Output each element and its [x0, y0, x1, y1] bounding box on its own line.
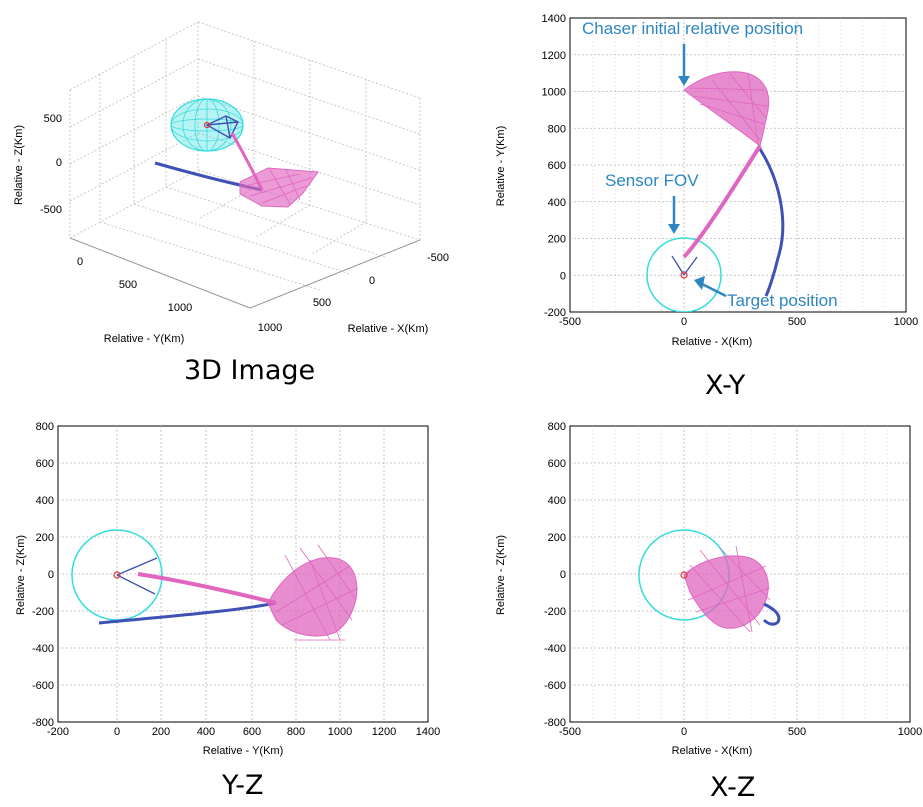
y-tick-label: 800: [36, 421, 54, 433]
y-tick-label: -200: [544, 307, 566, 319]
z-tick-label-3d: -500: [40, 204, 62, 216]
y-tick-label: -600: [32, 680, 54, 692]
y-tick-label-3d: 0: [77, 256, 83, 268]
z-tick-label-3d: 500: [44, 113, 62, 125]
y-tick-label: -800: [32, 717, 54, 729]
x-tick-label: 0: [114, 726, 120, 738]
x-tick-label: 200: [152, 726, 170, 738]
y-tick-label: 1400: [542, 13, 566, 25]
z-tick-label-3d: 0: [56, 157, 62, 169]
x-tick-label-3d: 0: [369, 275, 375, 287]
y-tick-label: 0: [48, 569, 54, 581]
annotation-chaser-text: Chaser initial relative position: [582, 19, 803, 38]
x-tick-label: 800: [287, 726, 305, 738]
y-tick-label: -200: [32, 606, 54, 618]
y-tick-label: 600: [548, 160, 566, 172]
y-tick-label: 400: [36, 495, 54, 507]
y-tick-label: 400: [548, 495, 566, 507]
y-tick-label: 600: [548, 458, 566, 470]
y-tick-label: 200: [548, 234, 566, 246]
annotation-target-text: Target position: [727, 291, 838, 310]
x-tick-label: 1000: [894, 316, 918, 328]
y-tick-label-3d: 1000: [168, 302, 192, 314]
panel-xy: -500 0 500 1000 1400 1200 1000 800 600 400 200 0 -20…: [495, 13, 918, 348]
y-tick-label: -400: [32, 643, 54, 655]
y-tick-label: 400: [548, 197, 566, 209]
x-tick-label: 0: [681, 726, 687, 738]
annotation-sensor-text: Sensor FOV: [605, 171, 699, 190]
panel-3d: 500 0 -500 0 500 1000 -500 0 500 1000 Re…: [13, 22, 449, 345]
x-tick-label: 400: [197, 726, 215, 738]
caption-xz: X-Z: [710, 772, 755, 803]
y-tick-label: 200: [36, 532, 54, 544]
x-axis-label-3d: Relative - X(Km): [348, 323, 429, 335]
y-axis-label-yz: Relative - Z(Km): [15, 535, 27, 615]
panel-yz: -200 0 200 400 600 800 1000 1200 1400 800 600 400 20…: [15, 421, 440, 757]
x-tick-label: 1400: [416, 726, 440, 738]
caption-3d: 3D Image: [184, 355, 315, 386]
x-tick-label-3d: -500: [427, 252, 449, 264]
y-tick-label: -600: [544, 680, 566, 692]
y-tick-label: 0: [560, 569, 566, 581]
x-axis-label-xy: Relative - X(Km): [672, 336, 753, 348]
x-tick-label: 1000: [328, 726, 352, 738]
box-3d-front-edges: [70, 238, 420, 308]
x-tick-label: 1000: [898, 726, 922, 738]
y-tick-label: 0: [560, 270, 566, 282]
x-tick-label-3d: 1000: [258, 322, 282, 334]
y-tick-label-3d: 500: [119, 279, 137, 291]
x-tick-label: 600: [243, 726, 261, 738]
x-tick-label: 500: [788, 726, 806, 738]
y-tick-label: -400: [544, 643, 566, 655]
y-tick-label: 600: [36, 458, 54, 470]
x-tick-label-3d: 500: [313, 297, 331, 309]
panel-xz: -500 0 500 1000 800 600 400 200 0 -200 -400 -600 -80…: [495, 421, 922, 757]
y-axis-label-xy: Relative - Y(Km): [495, 126, 507, 206]
y-tick-label: 1200: [542, 50, 566, 62]
y-tick-label: 800: [548, 421, 566, 433]
x-tick-label: 0: [681, 316, 687, 328]
x-axis-label-yz: Relative - Y(Km): [203, 745, 283, 757]
y-axis-label-3d: Relative - Y(Km): [104, 333, 184, 345]
y-tick-label: 200: [548, 532, 566, 544]
y-tick-label: 1000: [542, 87, 566, 99]
y-tick-label: -200: [544, 606, 566, 618]
x-tick-label: 1200: [372, 726, 396, 738]
z-axis-label-3d: Relative - Z(Km): [13, 125, 25, 205]
x-axis-label-xz: Relative - X(Km): [672, 745, 753, 757]
y-axis-label-xz: Relative - Z(Km): [495, 535, 507, 615]
x-tick-label: 500: [788, 316, 806, 328]
y-tick-label: 800: [548, 123, 566, 135]
caption-xy: X-Y: [705, 370, 745, 401]
y-tick-label: -800: [544, 717, 566, 729]
caption-yz: Y-Z: [222, 770, 264, 801]
